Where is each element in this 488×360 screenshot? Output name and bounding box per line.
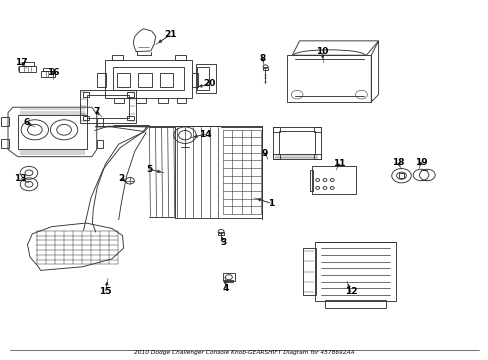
Bar — [127, 92, 134, 97]
Bar — [159, 73, 173, 87]
Bar — [43, 68, 53, 71]
Bar — [196, 64, 215, 93]
Text: 18: 18 — [391, 158, 404, 167]
Bar — [112, 55, 122, 59]
Bar — [222, 273, 234, 281]
Bar — [104, 59, 192, 98]
Bar — [272, 127, 320, 159]
Bar — [127, 116, 134, 121]
Text: 13: 13 — [15, 174, 27, 183]
Bar — [83, 92, 89, 97]
Bar — [114, 98, 124, 103]
Text: 19: 19 — [414, 158, 427, 167]
Text: 2: 2 — [118, 174, 124, 183]
Text: 5: 5 — [146, 165, 152, 174]
Bar — [192, 73, 198, 87]
Text: 7: 7 — [93, 107, 99, 116]
Bar — [21, 62, 34, 66]
Bar — [287, 55, 370, 102]
Bar — [176, 98, 186, 103]
Bar — [83, 116, 89, 121]
Bar — [315, 242, 395, 301]
Bar — [97, 118, 102, 126]
Bar — [41, 71, 55, 77]
Bar — [325, 301, 385, 308]
Bar — [278, 131, 314, 154]
Bar — [136, 98, 146, 103]
Text: 6: 6 — [23, 118, 30, 127]
Text: 10: 10 — [316, 47, 328, 56]
Text: 15: 15 — [99, 287, 112, 296]
Bar — [218, 231, 224, 234]
Bar — [18, 115, 87, 149]
Bar — [313, 127, 320, 132]
Bar — [175, 55, 185, 59]
Bar — [80, 90, 136, 123]
Bar — [272, 154, 279, 159]
Text: 4: 4 — [223, 284, 229, 293]
Bar — [1, 139, 9, 148]
Bar — [113, 67, 183, 90]
Bar — [224, 280, 232, 282]
Text: 2010 Dodge Challenger Console Knob-GEARSHIFT Diagram for 4578692AA: 2010 Dodge Challenger Console Knob-GEARS… — [134, 350, 354, 355]
Text: 1: 1 — [267, 199, 274, 208]
Text: 21: 21 — [164, 30, 176, 39]
Text: 12: 12 — [344, 287, 356, 296]
Bar — [310, 170, 312, 192]
Bar — [262, 67, 268, 70]
Text: 11: 11 — [333, 159, 345, 168]
Text: 16: 16 — [47, 68, 60, 77]
Text: 8: 8 — [259, 54, 265, 63]
Bar — [272, 127, 279, 132]
Bar — [1, 117, 9, 126]
Bar — [313, 154, 320, 159]
Text: 9: 9 — [261, 149, 267, 158]
Bar — [87, 95, 129, 118]
Bar — [19, 66, 36, 72]
Bar — [117, 73, 130, 87]
Bar — [97, 73, 105, 87]
Bar — [398, 173, 404, 178]
Bar — [138, 73, 152, 87]
Text: 20: 20 — [203, 80, 215, 89]
Text: 14: 14 — [199, 130, 211, 139]
Bar — [97, 140, 102, 148]
Bar — [197, 67, 209, 90]
Text: 3: 3 — [220, 238, 226, 247]
Bar — [303, 248, 316, 295]
Bar — [311, 166, 355, 194]
Text: 17: 17 — [15, 58, 28, 67]
Bar — [158, 98, 167, 103]
